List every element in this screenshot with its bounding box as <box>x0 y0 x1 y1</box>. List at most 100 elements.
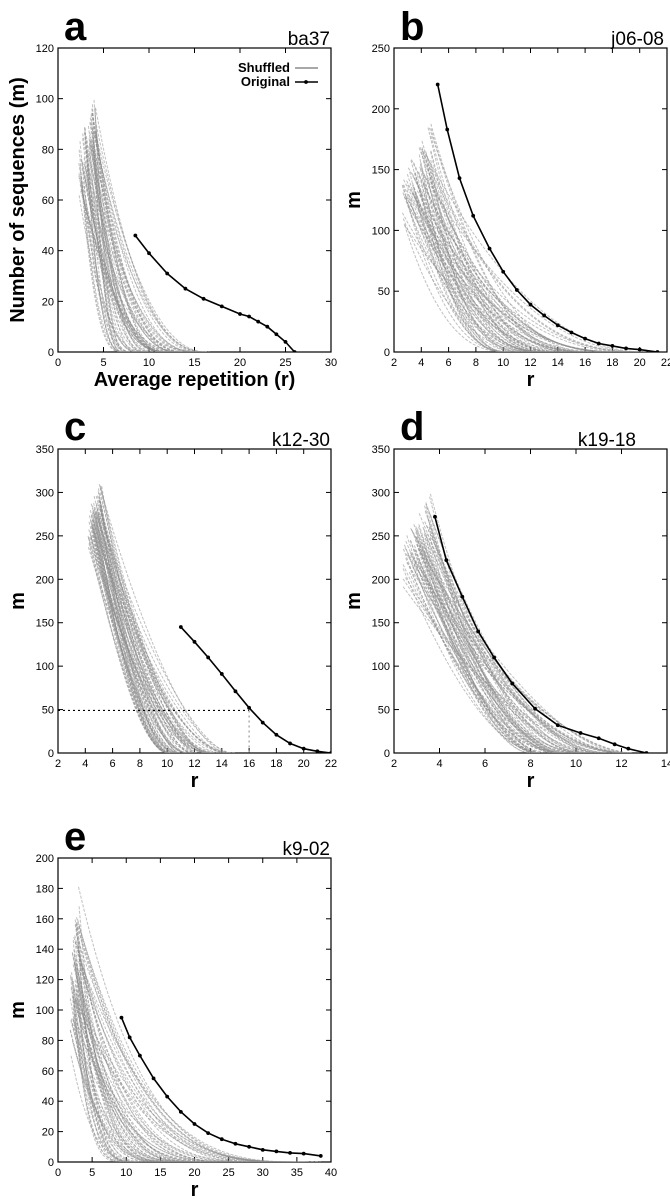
shuffled-series-line <box>414 549 537 753</box>
dataset-name: k19-18 <box>578 430 636 451</box>
y-tick-label: 160 <box>36 914 54 926</box>
original-point <box>471 213 476 218</box>
shuffled-series-line <box>425 153 651 352</box>
y-tick-label: 350 <box>36 444 54 456</box>
shuffled-series-line <box>424 538 567 753</box>
x-tick-label: 12 <box>188 758 200 770</box>
y-tick-label: 40 <box>42 1096 54 1108</box>
original-point <box>445 127 450 132</box>
shuffled-series-line <box>73 988 170 1162</box>
shuffled-series-line <box>74 935 259 1162</box>
original-point <box>133 233 138 238</box>
original-point <box>178 625 183 629</box>
dataset-name: k12-30 <box>272 430 330 451</box>
original-point <box>610 344 615 348</box>
original-point <box>283 339 288 344</box>
dataset-name: j06-08 <box>610 29 664 50</box>
shuffled-series-line <box>78 945 132 1162</box>
shuffled-series-line <box>71 972 130 1162</box>
x-tick-label: 30 <box>257 1167 269 1179</box>
x-tick-label: 4 <box>418 357 424 369</box>
original-point <box>274 732 279 737</box>
shuffled-series-line <box>92 511 171 753</box>
y-tick-label: 0 <box>48 748 54 760</box>
original-series-line <box>180 626 331 753</box>
shuffled-series-line <box>93 99 146 352</box>
shuffled-series-line <box>407 554 557 753</box>
y-tick-label: 100 <box>36 1005 54 1017</box>
original-point <box>201 296 206 301</box>
shuffled-series-line <box>95 107 203 352</box>
original-point <box>315 749 320 753</box>
plot-area <box>401 82 660 352</box>
shuffled-series-line <box>94 132 197 352</box>
original-point <box>596 341 601 346</box>
panel-c: 2 4 6 8 10 12 14 16 18 20 22 0 50 100 150 200 250 300 350 r… <box>7 405 337 792</box>
x-tick-label: 10 <box>570 758 582 770</box>
x-tick-label: 22 <box>325 758 337 770</box>
x-tick-label: 4 <box>436 758 442 770</box>
legend-original-label: Original <box>241 74 290 89</box>
shuffled-series-line <box>88 138 133 352</box>
shuffled-series-line <box>100 485 211 753</box>
shuffled-series-line <box>69 1030 189 1162</box>
shuffled-series-line <box>92 141 123 352</box>
shuffled-series-line <box>425 506 565 753</box>
original-point <box>596 736 601 741</box>
shuffled-series-line <box>77 953 307 1162</box>
x-tick-label: 22 <box>661 357 670 369</box>
shuffled-series-line <box>420 534 563 753</box>
x-tick-label: 20 <box>234 357 246 369</box>
shuffled-series-line <box>98 496 186 753</box>
original-point <box>233 1141 238 1146</box>
shuffled-series-line <box>90 139 148 352</box>
shuffled-series-line <box>419 164 585 352</box>
x-tick-label: 16 <box>579 357 591 369</box>
original-point <box>624 346 628 351</box>
original-point <box>183 286 188 291</box>
shuffled-series-line <box>78 926 269 1162</box>
shuffled-series-line <box>427 517 588 753</box>
shuffled-series-line <box>429 536 532 753</box>
x-tick-label: 4 <box>82 758 88 770</box>
shuffled-series-line <box>98 484 228 753</box>
shuffled-series-line <box>406 195 564 352</box>
shuffled-series-line <box>427 127 535 352</box>
x-tick-label: 20 <box>298 758 310 770</box>
shuffled-series-line <box>100 508 214 753</box>
original-point <box>119 1015 124 1020</box>
shuffled-series-line <box>430 123 567 352</box>
original-point <box>165 271 170 276</box>
shuffled-series-line <box>75 941 301 1162</box>
original-point <box>487 246 492 251</box>
shuffled-series-line <box>78 969 199 1162</box>
original-point <box>238 312 242 316</box>
x-tick-label: 8 <box>527 758 533 770</box>
shuffled-series-line <box>101 486 180 753</box>
original-point <box>626 746 631 751</box>
x-tick-label: 10 <box>143 357 155 369</box>
original-point <box>274 1149 279 1154</box>
y-tick-label: 60 <box>42 1066 54 1078</box>
shuffled-series-line <box>79 165 122 352</box>
shuffled-series-line <box>77 941 133 1162</box>
shuffled-series-line <box>425 154 645 352</box>
original-point <box>274 332 279 337</box>
shuffled-series-line <box>403 544 565 753</box>
plot-area <box>78 99 297 352</box>
shuffled-series-line <box>99 492 195 753</box>
shuffled-series-line <box>405 577 631 753</box>
y-tick-label: 180 <box>36 883 54 895</box>
x-tick-label: 10 <box>120 1167 132 1179</box>
shuffled-series-line <box>81 161 169 352</box>
x-tick-label: 35 <box>291 1167 303 1179</box>
y-tick-label: 150 <box>36 618 54 630</box>
shuffled-series-line <box>430 160 505 352</box>
y-tick-label: 140 <box>36 944 54 956</box>
shuffled-series-line <box>430 151 551 352</box>
shuffled-series-line <box>92 132 127 352</box>
shuffled-series-line <box>89 531 169 753</box>
shuffled-series-line <box>422 174 546 352</box>
y-tick-label: 300 <box>372 487 390 499</box>
original-point <box>260 1147 265 1152</box>
